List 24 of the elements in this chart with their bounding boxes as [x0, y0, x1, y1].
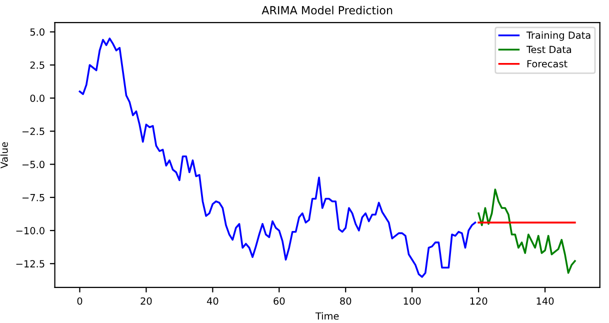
x-tick-label: 120 [470, 297, 488, 305]
x-tick-label: 100 [404, 297, 421, 305]
y-axis-title: Value [0, 142, 8, 168]
x-tick-label: 140 [536, 297, 554, 305]
line-series [78, 38, 476, 278]
y-tick-label: −5.0 [22, 160, 44, 168]
y-tick-label: −7.5 [22, 194, 44, 202]
y-tick-label: −2.5 [22, 128, 44, 136]
x-axis-title: Time [315, 312, 339, 320]
x-tick-label: 80 [340, 297, 352, 305]
legend-label: Test Data [526, 46, 572, 54]
line-series [478, 188, 576, 274]
x-tick-label: 20 [140, 297, 152, 305]
x-tick-label: 0 [77, 297, 82, 305]
y-tick-label: 2.5 [30, 61, 44, 69]
x-tick-label: 40 [206, 297, 218, 305]
y-tick-label: 0.0 [30, 94, 44, 102]
y-tick-label: 5.0 [30, 28, 44, 36]
y-tick-label: −12.5 [16, 260, 44, 268]
chart-title: ARIMA Model Prediction [262, 6, 392, 14]
legend-label: Training Data [526, 31, 590, 41]
y-tick-label: −10.0 [16, 227, 44, 234]
legend-label: Forecast [527, 60, 568, 68]
x-tick-label: 60 [274, 297, 285, 305]
